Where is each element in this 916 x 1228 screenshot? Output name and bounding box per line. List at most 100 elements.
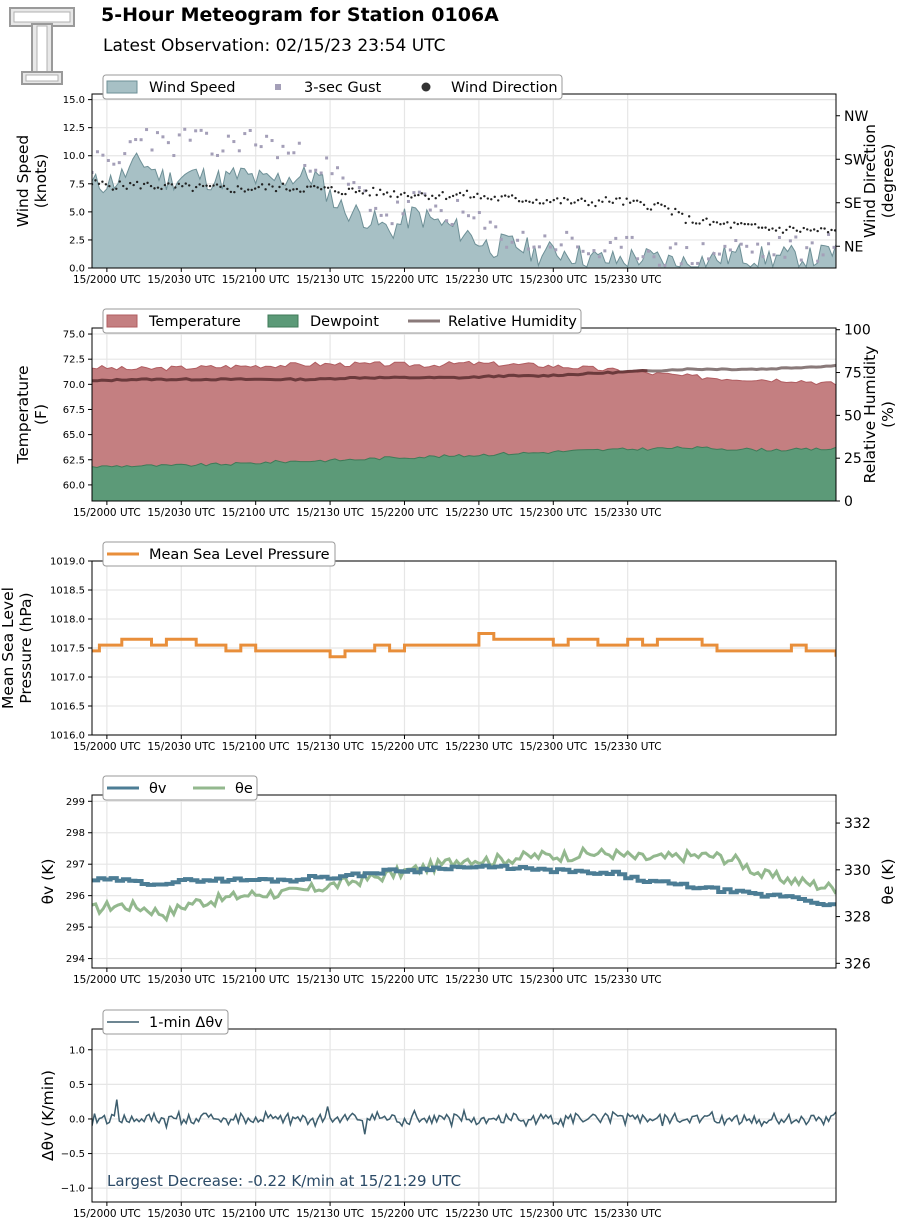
direction-point-38: [222, 184, 226, 188]
direction-point-165: [663, 204, 667, 208]
panel-dtheta: Largest Decrease: -0.22 K/min at 15/21:2…: [39, 1009, 837, 1220]
legend-label: Wind Speed: [149, 80, 236, 96]
direction-point-209: [816, 229, 819, 233]
y-axis-label-line: (F): [32, 404, 50, 425]
direction-point-23: [170, 183, 174, 186]
gust-marker-105: [663, 263, 667, 267]
gust-marker-60: [417, 190, 421, 194]
plot-area-temperature: [92, 360, 836, 501]
direction-point-124: [521, 200, 524, 203]
direction-point-89: [399, 193, 403, 196]
direction-point-53: [274, 189, 278, 193]
direction-point-56: [285, 188, 288, 191]
direction-point-158: [639, 200, 642, 204]
y2-axis-label-line: Wind Direction: [861, 124, 879, 238]
gust-marker-12: [155, 131, 159, 135]
direction-point-130: [542, 202, 545, 205]
x-tick-label: 15/2300 UTC: [519, 1208, 587, 1220]
direction-point-168: [674, 207, 677, 211]
gust-marker-93: [597, 255, 601, 259]
direction-point-105: [455, 193, 458, 196]
x-tick-label: 15/2330 UTC: [594, 274, 662, 286]
direction-point-70: [333, 190, 337, 193]
x-tick-label: 15/2000 UTC: [73, 1208, 141, 1220]
direction-point-45: [247, 188, 250, 191]
gust-marker-20: [199, 128, 203, 132]
direction-point-81: [372, 186, 375, 190]
x-tick-label: 15/2000 UTC: [73, 274, 141, 286]
gust-marker-130: [799, 258, 803, 262]
direction-point-60: [299, 190, 302, 193]
direction-point-94: [417, 193, 420, 197]
direction-point-51: [267, 183, 271, 186]
axes-frame-theta: [91, 794, 837, 969]
x-tick-label: 15/2100 UTC: [222, 1208, 290, 1220]
gust-marker-67: [456, 198, 460, 202]
direction-point-193: [760, 226, 764, 229]
gust-marker-52: [374, 206, 378, 210]
direction-point-146: [597, 199, 601, 202]
direction-point-85: [385, 191, 389, 194]
gust-marker-0: [92, 170, 94, 174]
direction-point-184: [729, 226, 733, 229]
direction-point-10: [125, 187, 128, 190]
direction-point-134: [556, 197, 559, 200]
legend-swatch: [106, 314, 138, 328]
direction-point-33: [205, 184, 208, 187]
gust-marker-5: [117, 161, 121, 165]
x-tick-label: 15/2100 UTC: [222, 741, 290, 753]
gust-marker-42: [319, 171, 323, 175]
direction-point-208: [812, 228, 816, 231]
gust-marker-114: [712, 252, 716, 256]
direction-point-202: [792, 226, 795, 230]
gust-marker-73: [488, 220, 492, 224]
direction-point-200: [785, 228, 788, 232]
y-tick-label: 72.5: [63, 355, 85, 366]
legend-label: Temperature: [148, 314, 241, 330]
y-axis-label-line: Mean Sea Level: [0, 587, 17, 709]
x-tick-label: 15/2200 UTC: [371, 741, 439, 753]
x-tick-label: 15/2230 UTC: [445, 974, 513, 986]
legend-temperature: Temperature Dewpoint Relative Humidity: [102, 308, 582, 334]
x-tick-label: 15/2230 UTC: [445, 741, 513, 753]
gust-marker-75: [499, 237, 503, 241]
y-tick-label: 0.0: [69, 264, 85, 275]
direction-point-1: [94, 179, 97, 182]
y-axis-label-line: θv (K): [39, 859, 57, 905]
gust-marker-43: [325, 156, 329, 160]
direction-point-65: [316, 186, 319, 189]
y-tick-label: 1017.0: [50, 673, 85, 684]
direction-point-17: [149, 184, 153, 188]
page-title: 5-Hour Meteogram for Station 0106A: [101, 4, 499, 26]
direction-point-27: [184, 182, 187, 185]
y-axis-label-line: (knots): [32, 154, 50, 209]
y2-tick-label: NE: [844, 239, 863, 255]
direction-point-189: [747, 223, 750, 226]
direction-point-170: [681, 212, 684, 216]
direction-point-163: [656, 201, 660, 205]
legend-box: [102, 1009, 229, 1035]
direction-point-177: [705, 217, 708, 220]
x-tick-label: 15/2230 UTC: [445, 1208, 513, 1220]
pressure-line: [92, 632, 836, 659]
panel-pressure: 15/2000 UTC 15/2030 UTC 15/2100 UTC 15/2130…: [0, 541, 837, 753]
gust-marker-115: [717, 252, 721, 256]
direction-point-160: [646, 207, 649, 211]
direction-point-152: [618, 196, 621, 200]
x-tick-label: 15/2330 UTC: [594, 507, 662, 519]
direction-point-151: [615, 197, 618, 200]
direction-point-31: [198, 183, 201, 186]
direction-point-172: [687, 215, 691, 218]
gust-marker-70: [472, 216, 476, 220]
direction-point-15: [142, 182, 146, 186]
gust-marker-69: [466, 214, 470, 218]
direction-point-204: [799, 230, 802, 233]
gust-marker-24: [221, 149, 225, 153]
y-axis-label: Mean Sea LevelPressure (hPa): [0, 587, 35, 709]
direction-point-63: [309, 185, 312, 188]
x-tick-label: 15/2330 UTC: [594, 741, 662, 753]
direction-point-123: [517, 200, 521, 203]
gust-marker-54: [385, 213, 389, 217]
direction-point-25: [177, 182, 180, 186]
